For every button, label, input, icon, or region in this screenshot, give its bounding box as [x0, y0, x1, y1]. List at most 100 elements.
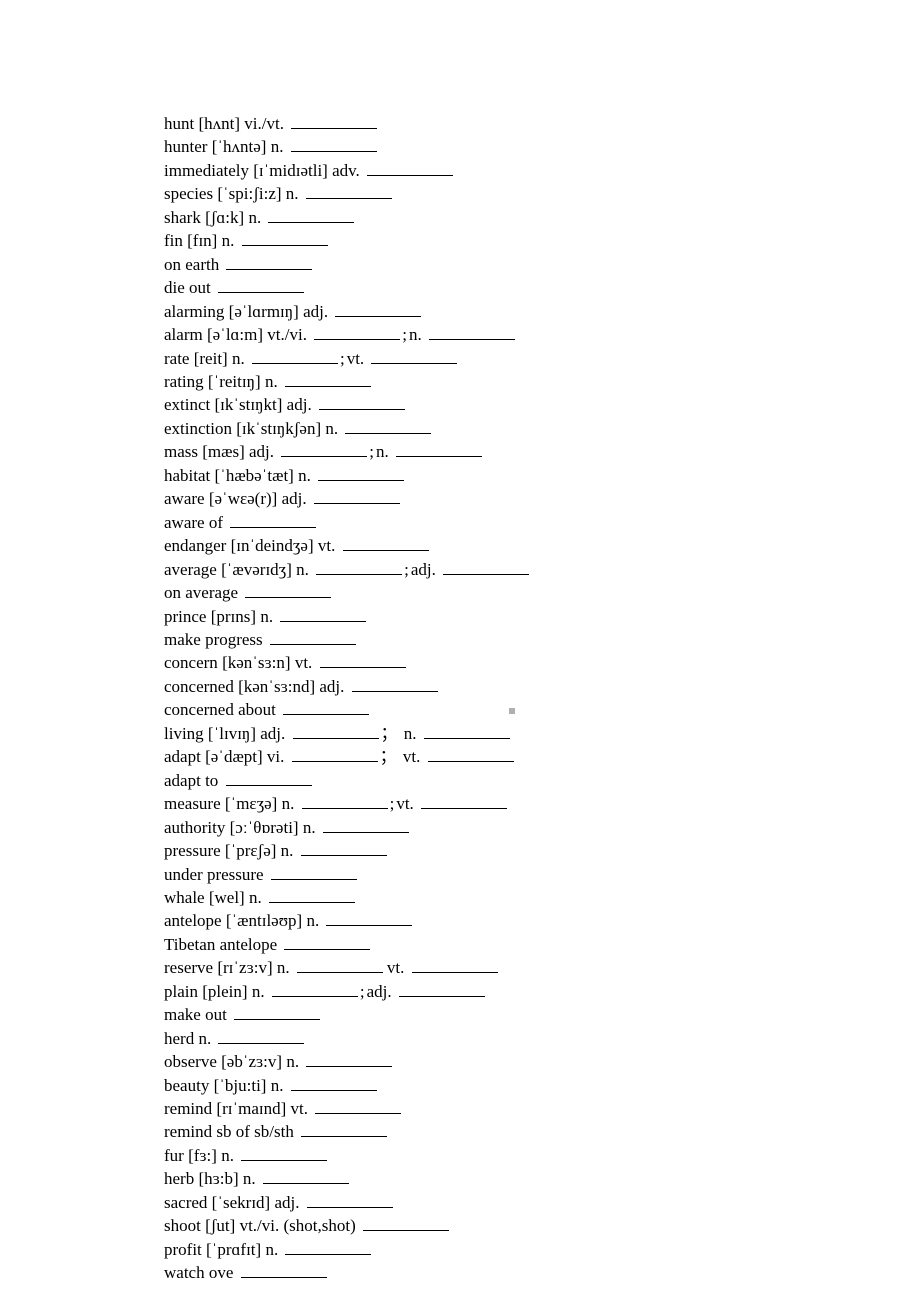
ipa: [kənˈsɜ:nd]	[238, 677, 315, 696]
fill-blank[interactable]	[263, 1170, 349, 1184]
fill-blank[interactable]	[429, 326, 515, 340]
word: remind	[164, 1099, 212, 1118]
vocab-entry: fin [fɪn] n.	[164, 229, 920, 252]
part-of-speech: n.	[296, 560, 309, 579]
fill-blank[interactable]	[284, 936, 370, 950]
word: shoot	[164, 1216, 201, 1235]
fill-blank[interactable]	[245, 584, 331, 598]
fill-blank[interactable]	[421, 795, 507, 809]
fill-blank[interactable]	[323, 819, 409, 833]
word: antelope	[164, 911, 222, 930]
word: average	[164, 560, 217, 579]
fill-blank[interactable]	[291, 138, 377, 152]
fill-blank[interactable]	[345, 420, 431, 434]
fill-blank[interactable]	[230, 514, 316, 528]
part-of-speech: n.	[277, 958, 290, 977]
fill-blank[interactable]	[412, 959, 498, 973]
fill-blank[interactable]	[285, 373, 371, 387]
word: adapt to	[164, 771, 218, 790]
vocab-entry: make progress	[164, 628, 920, 651]
fill-blank[interactable]	[241, 1264, 327, 1278]
part-of-speech: n.	[260, 607, 273, 626]
fill-blank[interactable]	[234, 1006, 320, 1020]
fill-blank[interactable]	[252, 350, 338, 364]
fill-blank[interactable]	[306, 1053, 392, 1067]
fill-blank[interactable]	[270, 631, 356, 645]
fill-blank[interactable]	[271, 866, 357, 880]
fill-blank[interactable]	[307, 1194, 393, 1208]
word: immediately	[164, 161, 249, 180]
fill-blank[interactable]	[367, 162, 453, 176]
vocab-entry: concerned [kənˈsɜ:nd] adj.	[164, 675, 920, 698]
ipa: [ʃut]	[205, 1216, 235, 1235]
fill-blank[interactable]	[226, 256, 312, 270]
fill-blank[interactable]	[319, 396, 405, 410]
fill-blank[interactable]	[291, 115, 377, 129]
fill-blank[interactable]	[218, 1030, 304, 1044]
fill-blank[interactable]	[396, 443, 482, 457]
fill-blank[interactable]	[371, 350, 457, 364]
vocab-entry: extinct [ɪkˈstɪŋkt] adj.	[164, 393, 920, 416]
part-of-speech: vt.	[291, 1099, 308, 1118]
vocab-entry: concerned about	[164, 698, 920, 721]
ipa: [wel]	[209, 888, 245, 907]
fill-blank[interactable]	[242, 232, 328, 246]
part-of-speech: n.	[271, 137, 284, 156]
fill-blank[interactable]	[314, 490, 400, 504]
vocabulary-list: hunt [hʌnt] vi./vt. hunter [ˈhʌntə] n. i…	[164, 112, 920, 1285]
vocab-entry: extinction [ɪkˈstɪŋkʃən] n.	[164, 417, 920, 440]
fill-blank[interactable]	[301, 1123, 387, 1137]
fill-blank[interactable]	[292, 748, 378, 762]
ipa: [əˈwɛə(r)]	[209, 489, 277, 508]
ipa: [ɪkˈstɪŋkʃən]	[236, 419, 321, 438]
fill-blank[interactable]	[320, 654, 406, 668]
word: profit	[164, 1240, 202, 1259]
vocab-entry: herd n.	[164, 1027, 920, 1050]
fill-blank[interactable]	[443, 561, 529, 575]
ipa: [mæs]	[202, 442, 245, 461]
vocab-entry: species [ˈspi:ʃi:z] n.	[164, 182, 920, 205]
fill-blank[interactable]	[269, 889, 355, 903]
fill-blank[interactable]	[226, 772, 312, 786]
fill-blank[interactable]	[241, 1147, 327, 1161]
fill-blank[interactable]	[335, 303, 421, 317]
fill-blank[interactable]	[316, 561, 402, 575]
ipa: [ɪkˈstɪŋkt]	[215, 395, 283, 414]
fill-blank[interactable]	[280, 608, 366, 622]
fill-blank[interactable]	[363, 1217, 449, 1231]
fill-blank[interactable]	[268, 209, 354, 223]
fill-blank[interactable]	[272, 983, 358, 997]
fill-blank[interactable]	[326, 912, 412, 926]
fill-blank[interactable]	[306, 185, 392, 199]
part-of-speech: n.	[198, 1029, 211, 1048]
fill-blank[interactable]	[283, 701, 369, 715]
fill-blank[interactable]	[399, 983, 485, 997]
word: plain	[164, 982, 198, 1001]
fill-blank[interactable]	[285, 1241, 371, 1255]
fill-blank[interactable]	[302, 795, 388, 809]
part-of-speech: adj.	[303, 302, 328, 321]
fill-blank[interactable]	[318, 467, 404, 481]
word: concerned	[164, 677, 234, 696]
word: alarm	[164, 325, 203, 344]
fill-blank[interactable]	[428, 748, 514, 762]
word: pressure	[164, 841, 221, 860]
fill-blank[interactable]	[424, 725, 510, 739]
part-of-speech: n.	[286, 1052, 299, 1071]
fill-blank[interactable]	[297, 959, 383, 973]
fill-blank[interactable]	[352, 678, 438, 692]
fill-blank[interactable]	[293, 725, 379, 739]
fill-blank[interactable]	[314, 326, 400, 340]
vocab-entry: pressure [ˈprɛʃə] n.	[164, 839, 920, 862]
fill-blank[interactable]	[301, 842, 387, 856]
fill-blank[interactable]	[343, 537, 429, 551]
separator: ；	[380, 747, 397, 766]
fill-blank[interactable]	[315, 1100, 401, 1114]
vocab-entry: shark [ʃɑ:k] n.	[164, 206, 920, 229]
ipa: [ˈsekrɪd]	[212, 1193, 271, 1212]
fill-blank[interactable]	[291, 1077, 377, 1091]
fill-blank[interactable]	[218, 279, 304, 293]
word: make progress	[164, 630, 263, 649]
ipa: [əˈlɑrmɪŋ]	[229, 302, 299, 321]
fill-blank[interactable]	[281, 443, 367, 457]
